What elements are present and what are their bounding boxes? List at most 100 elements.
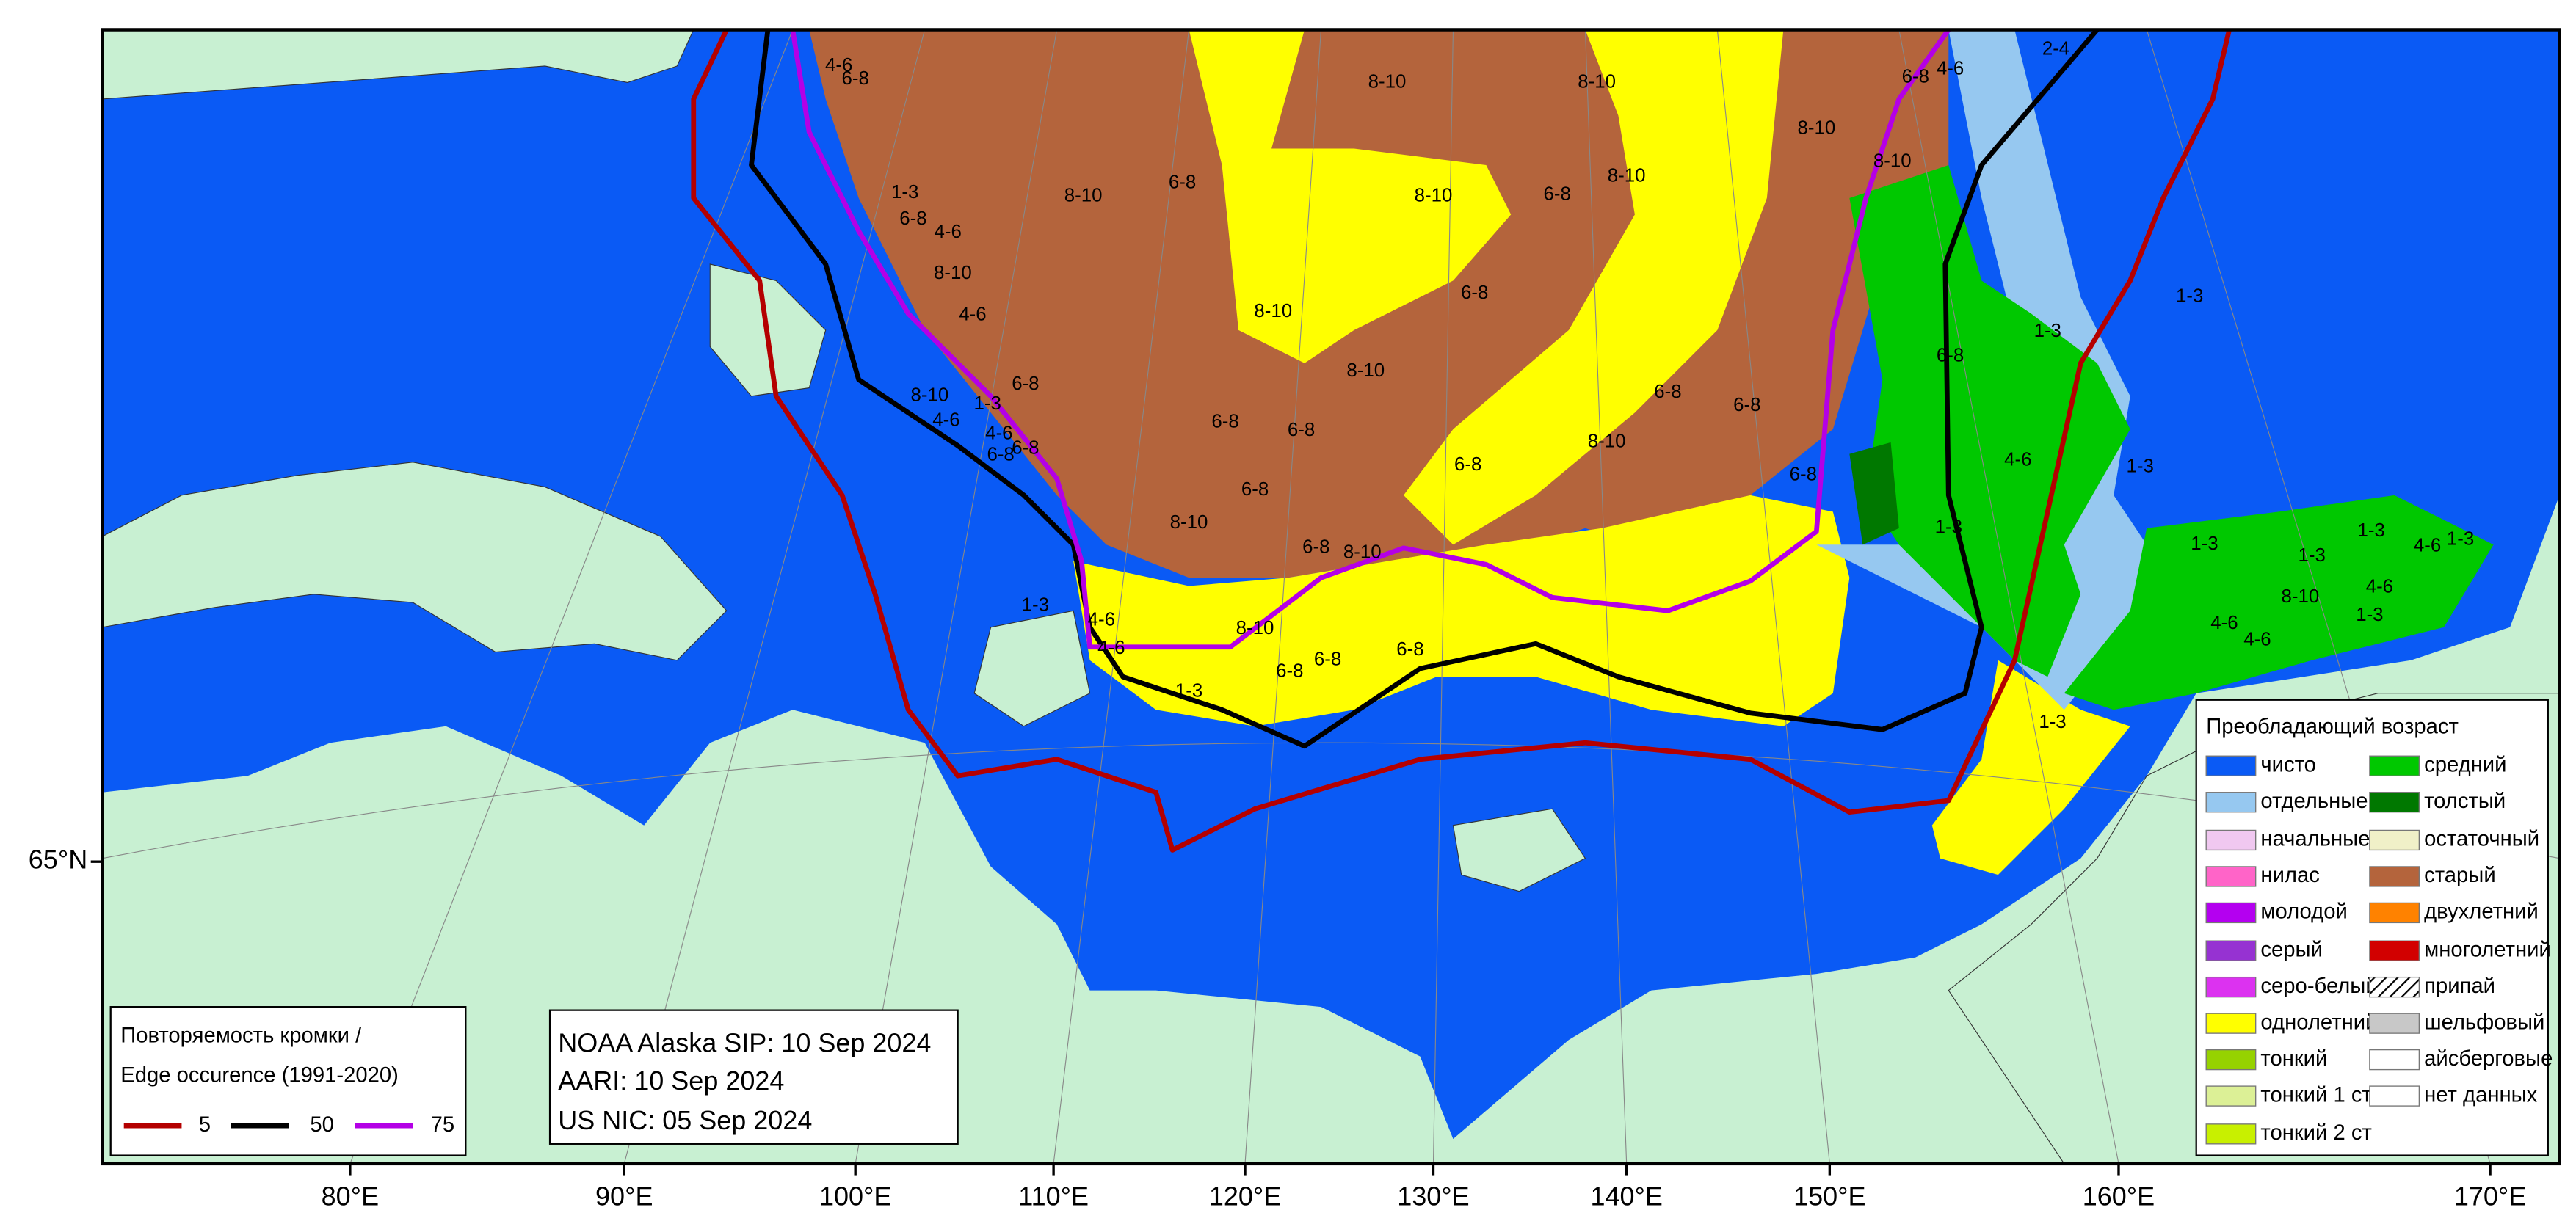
age-label: чисто: [2260, 753, 2316, 776]
age-label: молодой: [2260, 900, 2347, 924]
ice-concentration-label: 4-6: [934, 222, 961, 242]
age-swatch: [2369, 1013, 2420, 1034]
edge-line: [749, 29, 2100, 749]
ice-concentration-label: 1-3: [2356, 605, 2383, 625]
ice-labels: 4-66-8 8-10 8-10 6-8 4-62-48-101-3 8-106-88-1…: [825, 38, 2474, 732]
ice-concentration-label: 1-3: [2039, 712, 2066, 732]
ice-concentration-label: 4-6: [825, 55, 852, 76]
ice-concentration-label: 8-10: [1346, 360, 1385, 381]
age-label: тонкий 2 ст: [2260, 1121, 2371, 1145]
age-legend-title: Преобладающий возраст: [2206, 715, 2459, 739]
ice-concentration-label: 1-3: [2191, 533, 2218, 554]
ice-concentration-label: 6-8: [1012, 438, 1039, 459]
age-label: средний: [2424, 753, 2506, 776]
age-swatch: [2205, 1049, 2257, 1071]
age-label: многолетний: [2424, 938, 2551, 961]
ice-concentration-label: 4-6: [985, 423, 1012, 443]
land-taymyr: [102, 462, 728, 661]
map-frame: [101, 28, 2561, 1166]
map-body: 4-66-8 8-10 8-10 6-8 4-62-48-101-3 8-106-88-1…: [102, 29, 2560, 1164]
age-label: нилас: [2260, 864, 2319, 887]
ice-concentration-label: 6-8: [1790, 465, 1817, 485]
ice-concentration-label: 6-8: [1937, 346, 1964, 366]
lon-label: 140°E: [1590, 1181, 1662, 1212]
ice-concentration-label: 8-10: [1873, 150, 1912, 171]
ice-concentration-label: 6-8: [987, 445, 1014, 465]
ice-concentration-label: 8-10: [2282, 586, 2320, 607]
edge-legend-title: Edge occurence (1991-2020): [120, 1063, 399, 1087]
ice-concentration-label: 6-8: [1302, 537, 1329, 558]
edge-line: [790, 29, 1951, 650]
ice-concentration-label: 8-10: [1064, 186, 1103, 206]
ice-concentration-label: 8-10: [934, 263, 972, 283]
age-swatch: [2205, 1085, 2257, 1107]
ice-concentration-label: 8-10: [1170, 512, 1208, 533]
age-swatch: [2205, 940, 2257, 961]
ice-concentration-label: 6-8: [1543, 183, 1570, 204]
ice-concentration-label: 1-3: [2034, 321, 2061, 341]
age-swatch: [2369, 755, 2420, 776]
age-swatch: [2369, 829, 2420, 851]
ice-concentration-label: 1-3: [2447, 528, 2474, 549]
ice-concentration-label: 6-8: [1211, 412, 1238, 432]
lon-label: 150°E: [1793, 1181, 1865, 1212]
ice-concentration-label: 8-10: [1415, 186, 1453, 206]
first-year-ice: [1073, 29, 2130, 875]
age-swatch: [2205, 866, 2257, 887]
age-swatch: [2369, 940, 2420, 961]
ice-concentration-label: 1-3: [2357, 520, 2384, 541]
ice-concentration-label: 1-3: [2127, 456, 2154, 476]
age-label: начальные: [2260, 828, 2370, 851]
ice-concentration-label: 4-6: [2243, 630, 2271, 650]
ice-concentration-label: 8-10: [1578, 71, 1616, 92]
age-swatch: [2205, 1123, 2257, 1145]
ice-concentration-label: 8-10: [911, 385, 949, 406]
age-label: серо-белый: [2260, 975, 2377, 998]
age-swatch: [2205, 792, 2257, 813]
ice-concentration-label: 6-8: [1396, 639, 1423, 660]
edge-legend-title: Повторяемость кромки /: [120, 1024, 362, 1047]
ice-concentration-label: 4-6: [959, 304, 986, 324]
info-line: US NIC: 05 Sep 2024: [558, 1105, 812, 1135]
lon-label: 160°E: [2083, 1181, 2155, 1212]
map: 4-66-8 8-10 8-10 6-8 4-62-48-101-3 8-106-88-1…: [29, 28, 2561, 1212]
age-label: остаточный: [2424, 828, 2539, 851]
lon-label: 120°E: [1209, 1181, 1281, 1212]
age-label: отдельные: [2260, 790, 2368, 813]
ice-concentration-label: 6-8: [1654, 382, 1681, 402]
ice-concentration-label: 4-6: [1097, 638, 1125, 658]
lon-label: 170°E: [2454, 1181, 2526, 1212]
age-swatch: [2369, 866, 2420, 887]
age-swatch: [2369, 1085, 2420, 1107]
lat-label: 65°N: [29, 845, 87, 875]
ice-concentration-label: 4-6: [2414, 535, 2441, 555]
ice-concentration-label: 4-6: [2366, 577, 2393, 597]
ice-concentration-label: 8-10: [1368, 71, 1407, 92]
ice-concentration-label: 1-3: [1935, 517, 1962, 538]
age-swatch: [2205, 976, 2257, 998]
edge-legend: Повторяемость кромки / Edge occurence (1…: [109, 1006, 467, 1156]
edge-lines: [691, 29, 2232, 853]
age-label: припай: [2424, 975, 2495, 998]
lon-label: 100°E: [819, 1181, 891, 1212]
ice-concentration-label: 6-8: [1241, 479, 1269, 500]
thick-ice: [1849, 442, 1899, 545]
age-legend: Преобладающий возраст чисто отдельные нача…: [2195, 699, 2553, 1156]
age-swatch: [2205, 829, 2257, 851]
ice-concentration-label: 1-3: [2176, 286, 2203, 307]
ice-concentration-label: 6-8: [899, 208, 926, 229]
ice-concentration-label: 8-10: [1343, 542, 1382, 562]
ice-concentration-label: 1-3: [891, 182, 918, 203]
ice-concentration-label: 1-3: [2298, 545, 2325, 566]
age-label: тонкий 1 ст: [2260, 1083, 2371, 1107]
age-label: старый: [2424, 864, 2496, 887]
age-swatch: [2369, 792, 2420, 813]
age-label: нет данных: [2424, 1083, 2538, 1107]
ice-concentration-label: 4-6: [2210, 613, 2238, 633]
lon-label: 110°E: [1018, 1181, 1089, 1212]
age-label: однолетний: [2260, 1010, 2377, 1034]
age-swatch: [2205, 902, 2257, 924]
ice-concentration-label: 8-10: [1608, 166, 1646, 186]
info-line: AARI: 10 Sep 2024: [558, 1066, 784, 1096]
